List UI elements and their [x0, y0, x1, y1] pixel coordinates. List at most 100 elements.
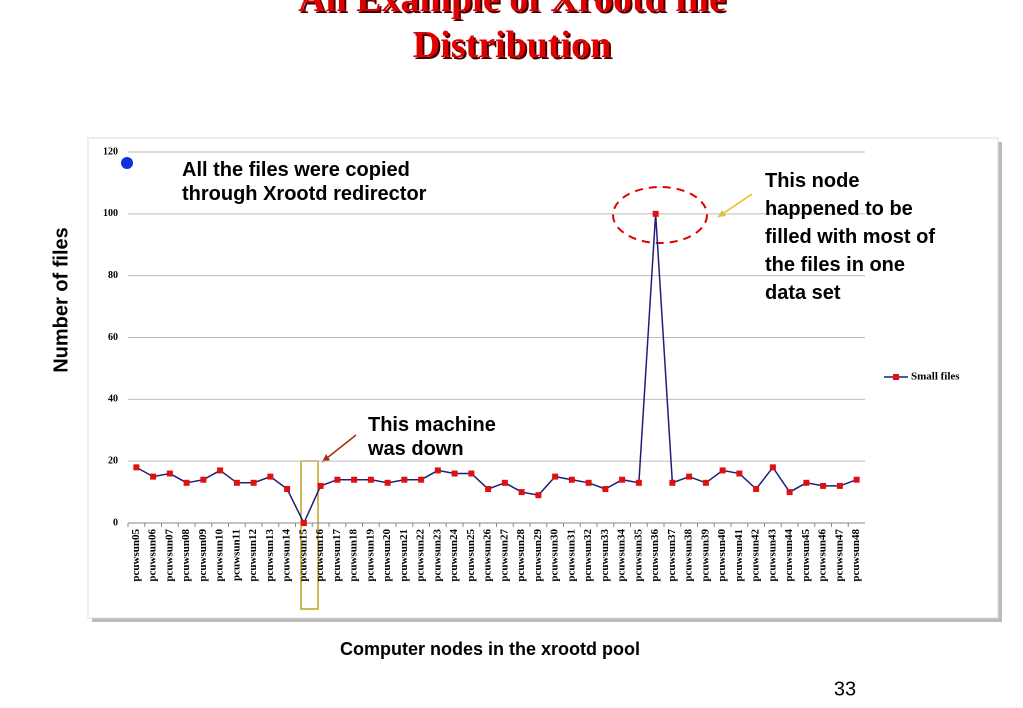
x-tick-label: pcuwsun24: [448, 529, 460, 582]
data-point: [451, 470, 458, 477]
data-point: [702, 479, 709, 486]
data-point: [736, 470, 743, 477]
x-tick-label: pcuwsun47: [833, 529, 845, 582]
data-point: [619, 476, 626, 483]
x-tick-label: pcuwsun13: [264, 529, 276, 582]
legend-label: Small files: [911, 371, 960, 383]
data-point: [200, 476, 207, 483]
arrow-head: [322, 454, 330, 462]
x-tick-label: pcuwsun38: [683, 529, 695, 582]
y-tick-label: 120: [103, 146, 118, 157]
x-tick-label: pcuwsun15: [297, 529, 309, 582]
data-point: [786, 489, 793, 496]
x-tick-label: pcuwsun34: [616, 529, 628, 582]
x-tick-label: pcuwsun16: [314, 529, 326, 582]
data-point: [351, 476, 358, 483]
data-point: [501, 479, 508, 486]
x-tick-label: pcuwsun10: [214, 529, 226, 582]
y-tick-label: 0: [113, 517, 118, 528]
data-point: [166, 470, 173, 477]
data-point: [217, 467, 224, 474]
y-tick-label: 80: [108, 270, 118, 281]
data-point: [150, 473, 157, 480]
x-tick-label: pcuwsun07: [163, 529, 175, 582]
x-tick-label: pcuwsun44: [783, 529, 795, 582]
x-tick-label: pcuwsun33: [599, 529, 611, 582]
x-tick-label: pcuwsun48: [850, 529, 862, 582]
page-number: 33: [834, 678, 856, 700]
data-point: [836, 482, 843, 489]
x-tick-label: pcuwsun08: [180, 529, 192, 582]
x-tick-label: pcuwsun28: [515, 529, 527, 582]
x-tick-label: pcuwsun41: [733, 529, 745, 582]
data-point: [518, 489, 525, 496]
x-tick-label: pcuwsun32: [582, 529, 594, 582]
x-tick-label: pcuwsun23: [431, 529, 443, 582]
x-tick-label: pcuwsun42: [750, 529, 762, 582]
x-tick-label: pcuwsun45: [800, 529, 812, 582]
data-point: [485, 485, 492, 492]
x-tick-label: pcuwsun12: [247, 529, 259, 582]
data-point: [686, 473, 693, 480]
x-tick-label: pcuwsun46: [817, 529, 829, 582]
slide-title: An Example of Xrootd file Distribution: [298, 0, 726, 66]
data-point: [434, 467, 441, 474]
y-axis-label: Number of files: [50, 227, 72, 373]
data-point: [652, 210, 659, 217]
x-tick-label: pcuwsun05: [130, 529, 142, 582]
data-point: [284, 485, 291, 492]
x-tick-label: pcuwsun17: [331, 529, 343, 582]
x-tick-label: pcuwsun29: [532, 529, 544, 582]
x-tick-label: pcuwsun40: [716, 529, 728, 582]
x-tick-label: pcuwsun09: [197, 529, 209, 582]
data-point: [635, 479, 642, 486]
x-tick-label: pcuwsun30: [549, 529, 561, 582]
data-point: [183, 479, 190, 486]
x-tick-label: pcuwsun27: [498, 529, 510, 582]
x-tick-label: pcuwsun26: [482, 529, 494, 582]
data-point: [568, 476, 575, 483]
data-point: [300, 520, 307, 526]
x-tick-label: pcuwsun39: [699, 529, 711, 582]
data-point: [334, 476, 341, 483]
x-tick-label: pcuwsun14: [281, 529, 293, 582]
x-tick-label: pcuwsun18: [348, 529, 360, 582]
data-point: [367, 476, 374, 483]
x-tick-label: pcuwsun36: [649, 529, 661, 582]
data-point: [853, 476, 860, 483]
data-point: [401, 476, 408, 483]
x-tick-label: pcuwsun19: [364, 529, 376, 582]
y-tick-label: 40: [108, 394, 118, 405]
data-point: [803, 479, 810, 486]
data-point: [418, 476, 425, 483]
annotation: This node happened to be filled with mos…: [765, 170, 935, 304]
data-point: [585, 479, 592, 486]
data-point: [602, 485, 609, 492]
data-point: [753, 485, 760, 492]
y-tick-label: 20: [108, 455, 118, 466]
x-tick-label: pcuwsun43: [766, 529, 778, 582]
data-point: [267, 473, 274, 480]
x-tick-label: pcuwsun25: [465, 529, 477, 582]
data-point: [250, 479, 257, 486]
x-tick-label: pcuwsun06: [147, 529, 159, 582]
x-tick-label: pcuwsun21: [398, 529, 410, 582]
data-point: [384, 479, 391, 486]
x-tick-label: pcuwsun37: [666, 529, 678, 582]
data-point: [820, 482, 827, 489]
x-tick-label: pcuwsun11: [230, 529, 242, 581]
data-point: [552, 473, 559, 480]
x-tick-label: pcuwsun31: [565, 529, 577, 582]
annotation: This machine was down: [368, 414, 496, 460]
bullet: [121, 157, 133, 169]
y-tick-label: 100: [103, 208, 118, 219]
x-tick-label: pcuwsun20: [381, 529, 393, 582]
data-point: [669, 479, 676, 486]
data-point: [535, 492, 542, 499]
data-point: [133, 464, 140, 471]
data-point: [468, 470, 475, 477]
x-tick-label: pcuwsun35: [632, 529, 644, 582]
chart-frame: [87, 137, 999, 619]
